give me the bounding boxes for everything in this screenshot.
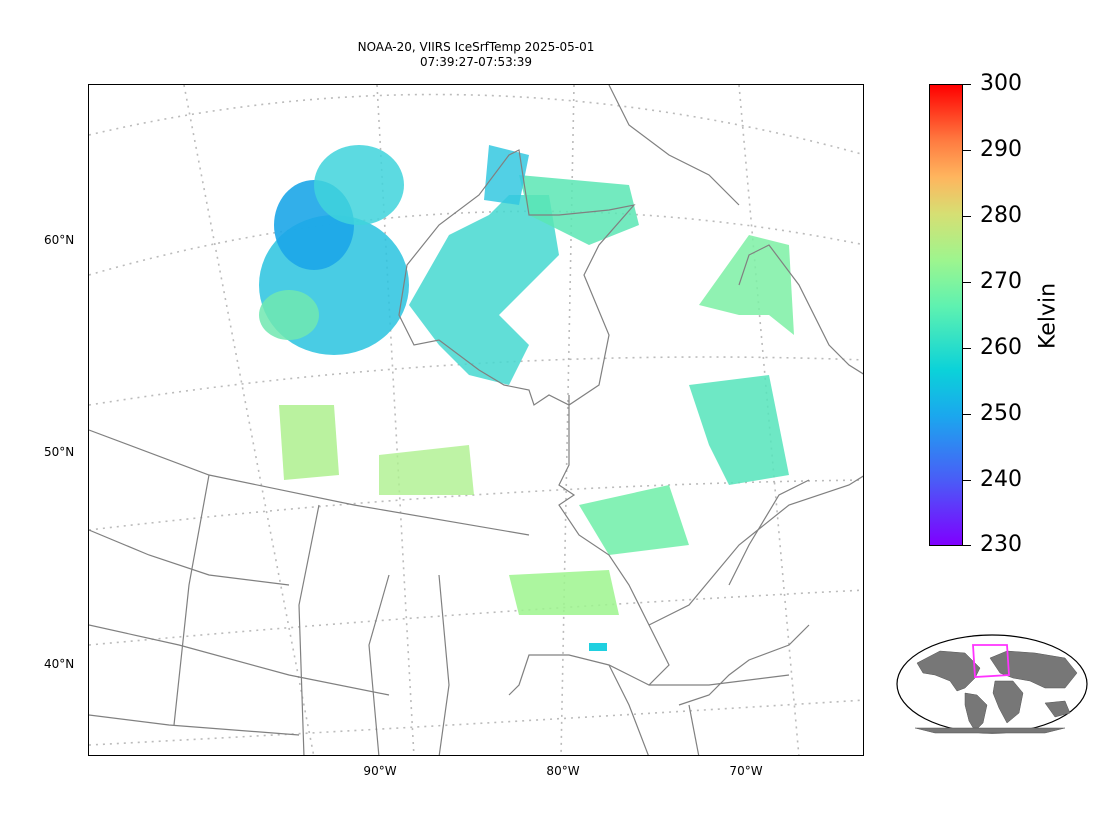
lat-label-50n: 50°N	[44, 445, 75, 459]
map-canvas	[89, 85, 863, 755]
colorbar-tick	[963, 414, 971, 415]
colorbar-tick	[963, 84, 971, 85]
colorbar	[929, 84, 963, 546]
lon-label-70w: 70°W	[729, 764, 763, 778]
colorbar-tick	[963, 480, 971, 481]
map-frame[interactable]	[88, 84, 864, 756]
lon-label-90w: 90°W	[363, 764, 397, 778]
colorbar-tick	[963, 216, 971, 217]
colorbar-label-300: 300	[980, 71, 1022, 96]
parallel-60n	[89, 210, 863, 276]
colorbar-label-270: 270	[980, 269, 1022, 294]
lon-label-80w: 80°W	[546, 764, 580, 778]
map-title-line1: NOAA-20, VIIRS IceSrfTemp 2025-05-01	[357, 40, 595, 54]
globe-inset	[896, 634, 1088, 734]
colorbar-title: Kelvin	[1035, 282, 1061, 350]
parallel-65n	[89, 93, 863, 156]
ice-surface-temperature-swaths	[259, 145, 794, 651]
parallel-45n	[89, 589, 863, 646]
colorbar-tick	[963, 150, 971, 151]
colorbar-label-230: 230	[980, 532, 1022, 557]
colorbar-label-290: 290	[980, 137, 1022, 162]
colorbar-tick	[963, 545, 971, 546]
colorbar-label-260: 260	[980, 335, 1022, 360]
parallel-40n	[89, 699, 863, 746]
lat-label-60n: 60°N	[44, 233, 75, 247]
inset-continents	[914, 650, 1078, 734]
map-title: NOAA-20, VIIRS IceSrfTemp 2025-05-01 07:…	[88, 40, 864, 70]
colorbar-label-240: 240	[980, 467, 1022, 492]
map-title-line2: 07:39:27-07:53:39	[419, 55, 533, 69]
colorbar-label-250: 250	[980, 401, 1022, 426]
coastlines	[89, 85, 863, 755]
parallel-50n	[89, 479, 863, 531]
colorbar-label-280: 280	[980, 203, 1022, 228]
colorbar-tick	[963, 348, 971, 349]
inset-extent-box	[972, 644, 1010, 678]
lat-label-40n: 40°N	[44, 657, 75, 671]
colorbar-tick	[963, 282, 971, 283]
